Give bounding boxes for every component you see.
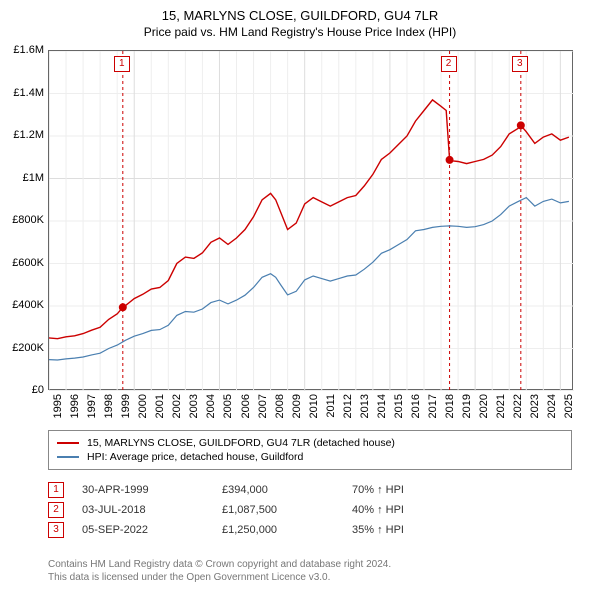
- transactions-table: 1 30-APR-1999 £394,000 70% ↑ HPI 2 03-JU…: [48, 478, 432, 542]
- y-tick-label: £1.6M: [4, 44, 44, 56]
- tx-marker-2: 2: [48, 502, 64, 518]
- x-tick-label: 2022: [512, 394, 524, 434]
- legend-label-series2: HPI: Average price, detached house, Guil…: [87, 451, 303, 463]
- x-tick-label: 2006: [240, 394, 252, 434]
- chart-subtitle: Price paid vs. HM Land Registry's House …: [0, 25, 600, 39]
- y-tick-label: £1.4M: [4, 87, 44, 99]
- chart-marker-1: 1: [114, 56, 130, 72]
- x-tick-label: 2011: [325, 394, 337, 434]
- legend-swatch-series1: [57, 442, 79, 444]
- x-tick-label: 2008: [274, 394, 286, 434]
- x-tick-label: 2024: [546, 394, 558, 434]
- x-tick-label: 2000: [137, 394, 149, 434]
- y-tick-label: £1.2M: [4, 129, 44, 141]
- table-row: 2 03-JUL-2018 £1,087,500 40% ↑ HPI: [48, 502, 432, 518]
- x-tick-label: 2002: [171, 394, 183, 434]
- table-row: 1 30-APR-1999 £394,000 70% ↑ HPI: [48, 482, 432, 498]
- legend-item-series1: 15, MARLYNS CLOSE, GUILDFORD, GU4 7LR (d…: [57, 437, 563, 449]
- x-tick-label: 1997: [86, 394, 98, 434]
- tx-price-1: £394,000: [222, 484, 352, 496]
- x-tick-label: 2020: [478, 394, 490, 434]
- x-tick-label: 2014: [376, 394, 388, 434]
- x-tick-label: 2012: [342, 394, 354, 434]
- footer-line2: This data is licensed under the Open Gov…: [48, 571, 391, 584]
- x-tick-label: 2005: [222, 394, 234, 434]
- x-tick-label: 1996: [69, 394, 81, 434]
- footer-line1: Contains HM Land Registry data © Crown c…: [48, 558, 391, 571]
- tx-date-1: 30-APR-1999: [82, 484, 222, 496]
- legend-label-series1: 15, MARLYNS CLOSE, GUILDFORD, GU4 7LR (d…: [87, 437, 395, 449]
- x-tick-label: 2001: [154, 394, 166, 434]
- x-tick-label: 2023: [529, 394, 541, 434]
- tx-pct-3: 35% ↑ HPI: [352, 524, 432, 536]
- legend-item-series2: HPI: Average price, detached house, Guil…: [57, 451, 563, 463]
- x-tick-label: 2015: [393, 394, 405, 434]
- legend: 15, MARLYNS CLOSE, GUILDFORD, GU4 7LR (d…: [48, 430, 572, 470]
- y-tick-label: £400K: [4, 299, 44, 311]
- tx-pct-1: 70% ↑ HPI: [352, 484, 432, 496]
- y-tick-label: £1M: [4, 172, 44, 184]
- x-tick-label: 1999: [120, 394, 132, 434]
- tx-price-3: £1,250,000: [222, 524, 352, 536]
- y-tick-label: £200K: [4, 342, 44, 354]
- footer-attribution: Contains HM Land Registry data © Crown c…: [48, 558, 391, 584]
- tx-price-2: £1,087,500: [222, 504, 352, 516]
- x-tick-label: 2009: [291, 394, 303, 434]
- x-tick-label: 2004: [205, 394, 217, 434]
- x-tick-label: 2007: [257, 394, 269, 434]
- chart-svg: [49, 51, 574, 391]
- chart-marker-3: 3: [512, 56, 528, 72]
- x-tick-label: 2013: [359, 394, 371, 434]
- y-tick-label: £0: [4, 384, 44, 396]
- chart-area: [48, 50, 573, 390]
- tx-marker-3: 3: [48, 522, 64, 538]
- chart-title-block: 15, MARLYNS CLOSE, GUILDFORD, GU4 7LR Pr…: [0, 0, 600, 39]
- x-tick-label: 2016: [410, 394, 422, 434]
- x-tick-label: 1995: [52, 394, 64, 434]
- chart-title: 15, MARLYNS CLOSE, GUILDFORD, GU4 7LR: [0, 8, 600, 23]
- x-tick-label: 2003: [188, 394, 200, 434]
- x-tick-label: 1998: [103, 394, 115, 434]
- x-tick-label: 2021: [495, 394, 507, 434]
- tx-marker-1: 1: [48, 482, 64, 498]
- y-tick-label: £800K: [4, 214, 44, 226]
- table-row: 3 05-SEP-2022 £1,250,000 35% ↑ HPI: [48, 522, 432, 538]
- legend-swatch-series2: [57, 456, 79, 458]
- tx-date-2: 03-JUL-2018: [82, 504, 222, 516]
- x-tick-label: 2018: [444, 394, 456, 434]
- x-tick-label: 2017: [427, 394, 439, 434]
- x-tick-label: 2010: [308, 394, 320, 434]
- x-tick-label: 2025: [563, 394, 575, 434]
- x-tick-label: 2019: [461, 394, 473, 434]
- y-tick-label: £600K: [4, 257, 44, 269]
- tx-date-3: 05-SEP-2022: [82, 524, 222, 536]
- chart-marker-2: 2: [441, 56, 457, 72]
- tx-pct-2: 40% ↑ HPI: [352, 504, 432, 516]
